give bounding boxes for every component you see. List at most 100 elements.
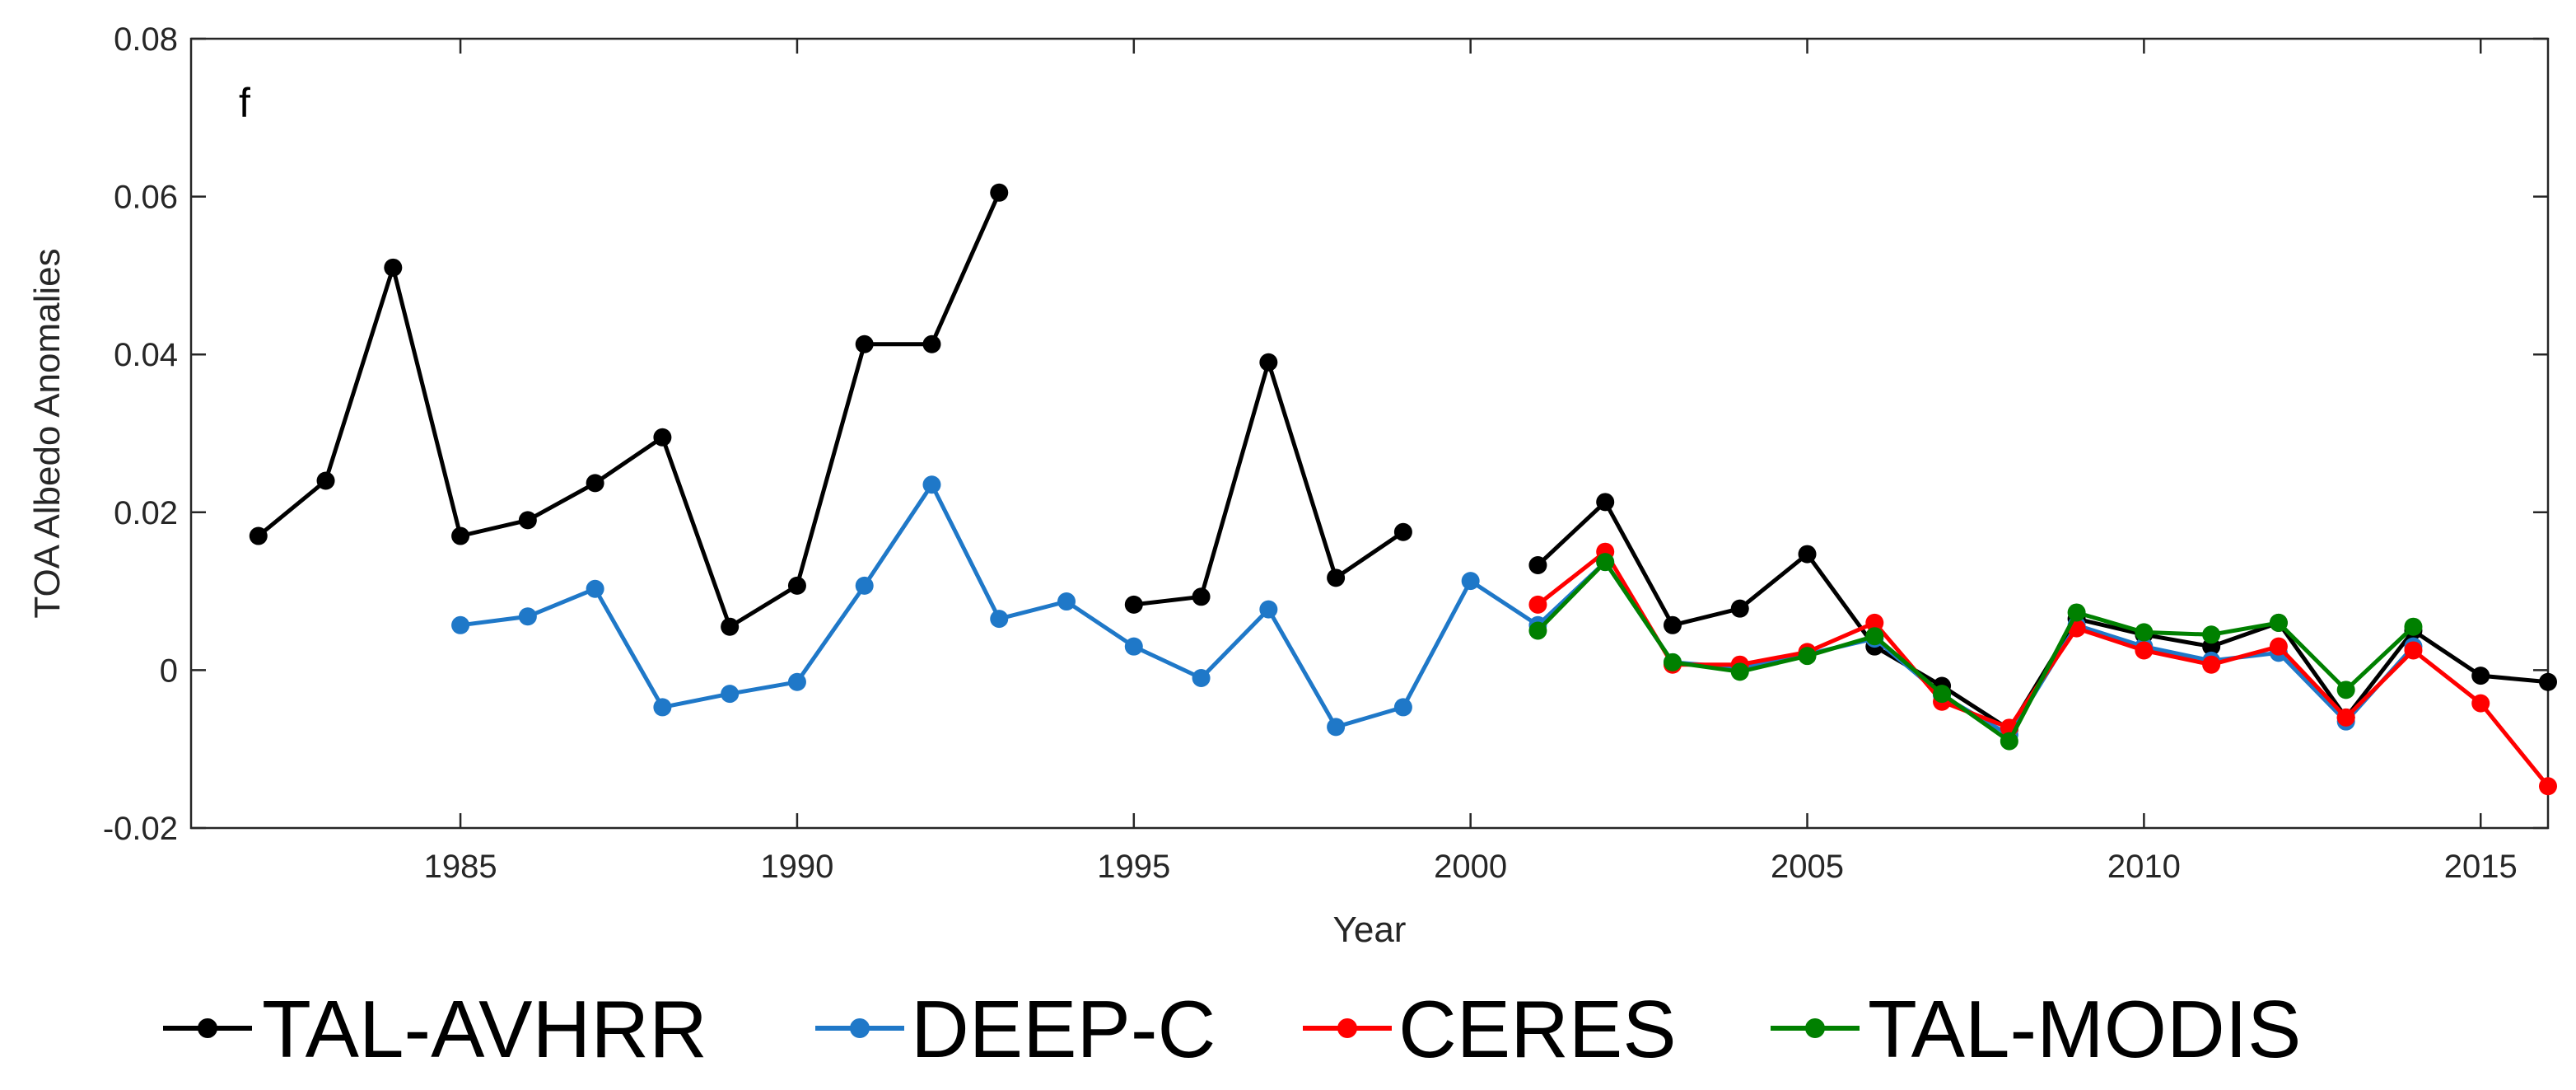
x-tick-label: 2015 (2444, 849, 2518, 885)
data-point-ceres (2471, 694, 2490, 713)
data-point-tal-avhrr (249, 526, 268, 545)
data-point-tal-avhrr (1798, 545, 1817, 564)
data-point-tal-avhrr (922, 334, 941, 353)
series-line-tal-avhrr (256, 190, 1001, 629)
data-point-ceres (2539, 777, 2557, 796)
data-point-tal-avhrr (2471, 667, 2490, 685)
data-point-tal-avhrr (316, 471, 335, 490)
data-point-tal-modis (2336, 681, 2355, 699)
data-point-ceres (2404, 641, 2423, 660)
x-tick-label: 2010 (2107, 849, 2181, 885)
y-axis-ticks: -0.02 0 0.02 0.04 0.06 0.08 (103, 21, 2548, 847)
data-point-deep-c (451, 615, 470, 634)
series-layer (249, 183, 2557, 796)
data-point-deep-c (855, 576, 874, 595)
data-point-tal-avhrr (1528, 555, 1547, 574)
data-point-deep-c (1461, 572, 1480, 591)
data-point-tal-avhrr (721, 617, 740, 636)
data-point-deep-c (1192, 668, 1211, 687)
x-axis-ticks: 1985 1990 1995 2000 2005 2010 2015 (424, 39, 2518, 885)
data-point-deep-c (1393, 698, 1412, 717)
data-point-tal-avhrr (855, 334, 874, 353)
data-point-tal-avhrr (1259, 353, 1278, 372)
data-point-deep-c (1057, 592, 1076, 611)
data-point-tal-modis (1865, 627, 1884, 646)
data-point-tal-avhrr (1596, 493, 1615, 512)
y-tick-label: 0.08 (114, 21, 178, 58)
legend-label-tal-avhrr: TAL-AVHRR (262, 984, 707, 1074)
legend-marker-deep-c (850, 1018, 870, 1038)
legend-label-tal-modis: TAL-MODIS (1868, 984, 2301, 1074)
x-tick-label: 2005 (1771, 849, 1844, 885)
data-point-tal-modis (2000, 732, 2018, 751)
data-point-deep-c (990, 610, 1009, 629)
data-point-tal-modis (2202, 625, 2221, 644)
data-point-tal-avhrr (1393, 522, 1412, 541)
legend-item-tal-avhrr: TAL-AVHRR (163, 984, 707, 1074)
data-point-tal-avhrr (653, 428, 672, 447)
y-tick-label: 0 (160, 653, 178, 689)
data-point-tal-avhrr (2539, 672, 2557, 691)
legend-marker-tal-modis (1805, 1018, 1825, 1038)
data-point-deep-c (586, 579, 604, 598)
data-point-ceres (2269, 637, 2288, 656)
legend: TAL-AVHRR DEEP-C CERES TAL-MODIS (163, 984, 2301, 1074)
data-point-tal-avhrr (787, 576, 806, 595)
x-tick-label: 1985 (424, 849, 497, 885)
y-tick-label: 0.06 (114, 180, 178, 216)
data-point-tal-modis (1798, 647, 1817, 666)
x-tick-label: 1995 (1097, 849, 1170, 885)
series-tal-modis (1528, 553, 2423, 751)
x-tick-label: 2000 (1434, 849, 1507, 885)
data-point-deep-c (1124, 637, 1143, 656)
data-point-deep-c (1327, 718, 1346, 737)
data-point-deep-c (721, 685, 740, 704)
data-point-tal-avhrr (1730, 599, 1749, 618)
legend-marker-ceres (1337, 1018, 1357, 1038)
data-point-tal-avhrr (586, 474, 604, 493)
data-point-tal-avhrr (1327, 568, 1346, 587)
data-point-ceres (2336, 708, 2355, 727)
data-point-tal-avhrr (451, 526, 470, 545)
data-point-tal-modis (1933, 685, 1952, 704)
data-point-deep-c (1259, 600, 1278, 619)
data-point-tal-avhrr (384, 258, 403, 277)
series-line-deep-c (458, 482, 2415, 737)
series-line-tal-modis (1535, 559, 2415, 744)
data-point-tal-modis (1596, 553, 1615, 572)
y-tick-label: -0.02 (103, 811, 178, 847)
panel-label: f (239, 80, 250, 126)
plot-frame (189, 37, 2550, 830)
data-point-tal-modis (2135, 623, 2154, 642)
data-point-tal-avhrr (1663, 615, 1682, 634)
y-tick-label: 0.04 (114, 337, 178, 373)
data-point-deep-c (787, 672, 806, 691)
data-point-tal-modis (1663, 653, 1682, 671)
data-point-tal-modis (2067, 603, 2086, 622)
x-axis-title: Year (1333, 910, 1407, 950)
legend-item-tal-modis: TAL-MODIS (1771, 984, 2301, 1074)
data-point-tal-modis (2404, 617, 2423, 636)
data-point-tal-avhrr (990, 183, 1009, 202)
plot-area: 1985 1990 1995 2000 2005 2010 2015 -0.02 0 0.02 0… (103, 21, 2557, 885)
data-point-tal-avhrr (518, 511, 537, 530)
legend-marker-tal-avhrr (198, 1018, 217, 1038)
data-point-deep-c (922, 475, 941, 494)
legend-label-deep-c: DEEP-C (911, 984, 1216, 1074)
data-point-deep-c (518, 607, 537, 626)
data-point-deep-c (653, 698, 672, 717)
data-point-ceres (2135, 641, 2154, 660)
legend-item-ceres: CERES (1303, 984, 1677, 1074)
legend-item-deep-c: DEEP-C (815, 984, 1216, 1074)
data-point-tal-avhrr (1124, 595, 1143, 614)
data-point-tal-avhrr (1192, 587, 1211, 606)
data-point-tal-modis (1528, 621, 1547, 640)
x-tick-label: 1990 (760, 849, 833, 885)
y-axis-title: TOA Albedo Anomalies (27, 248, 68, 618)
legend-label-ceres: CERES (1398, 984, 1677, 1074)
data-point-tal-modis (1730, 662, 1749, 681)
data-point-ceres (1528, 595, 1547, 614)
data-point-ceres (1865, 613, 1884, 632)
data-point-ceres (2202, 655, 2221, 674)
